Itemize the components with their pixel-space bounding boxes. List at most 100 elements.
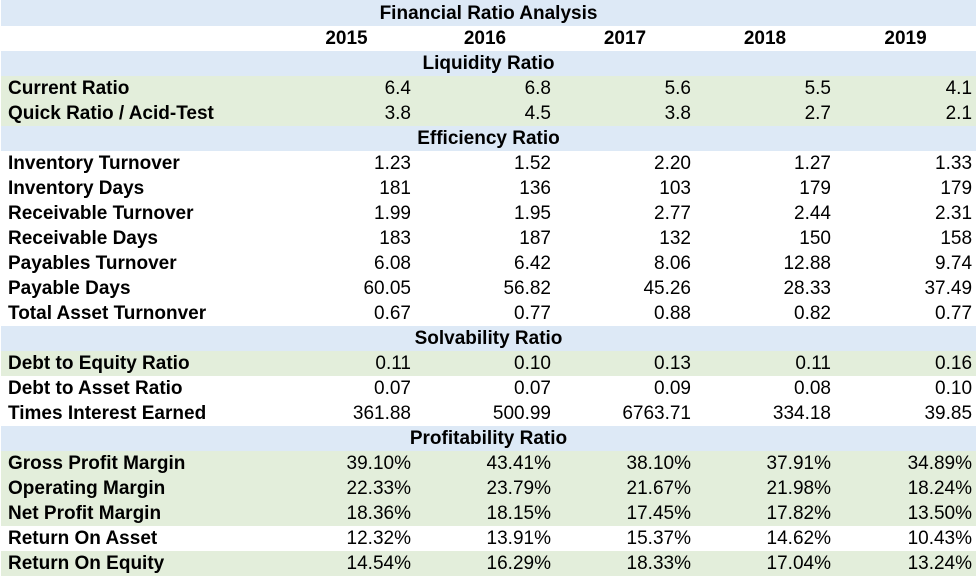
ratio-value-cell: 13.24% (835, 551, 977, 576)
ratio-value-cell: 2.31 (835, 201, 977, 226)
ratio-label: Receivable Days (1, 226, 278, 251)
ratio-row: Payable Days 60.05 56.82 45.26 28.33 37.49 (1, 276, 977, 301)
ratio-value-cell: 0.10 (415, 351, 555, 376)
ratio-value-cell: 9.74 (835, 251, 977, 276)
ratio-value-cell: 8.06 (555, 251, 695, 276)
ratio-value-cell: 10.43% (835, 526, 977, 551)
ratio-row: Net Profit Margin 18.36% 18.15% 17.45% 17.82… (1, 501, 977, 526)
ratio-value-cell: 17.82% (695, 501, 835, 526)
ratio-row: Receivable Turnover 1.99 1.95 2.77 2.44 2.31 (1, 201, 977, 226)
ratio-value-cell: 60.05 (278, 276, 415, 301)
ratio-value-cell: 181 (278, 176, 415, 201)
ratio-row: Return On Equity 14.54% 16.29% 18.33% 17.04%… (1, 551, 977, 576)
ratio-value-cell: 37.49 (835, 276, 977, 301)
ratio-value-cell: 179 (695, 176, 835, 201)
section-header-row: Profitability Ratio (1, 426, 977, 451)
ratio-label: Times Interest Earned (1, 401, 278, 426)
ratio-value-cell: 500.99 (415, 401, 555, 426)
ratio-value-cell: 14.54% (278, 551, 415, 576)
ratio-value-cell: 18.24% (835, 476, 977, 501)
ratio-value-cell: 12.32% (278, 526, 415, 551)
section-title: Profitability Ratio (1, 426, 977, 451)
ratio-value-cell: 17.45% (555, 501, 695, 526)
ratio-label: Quick Ratio / Acid-Test (1, 101, 278, 126)
ratio-value-cell: 22.33% (278, 476, 415, 501)
ratio-label: Return On Equity (1, 551, 278, 576)
ratio-row: Quick Ratio / Acid-Test 3.8 4.5 3.8 2.7 2.1 (1, 101, 977, 126)
year-header: 2019 (835, 26, 977, 51)
ratio-value-cell: 2.1 (835, 101, 977, 126)
ratio-value-cell: 0.16 (835, 351, 977, 376)
ratio-value-cell: 21.67% (555, 476, 695, 501)
ratio-row: Inventory Turnover 1.23 1.52 2.20 1.27 1.33 (1, 151, 977, 176)
year-header-row: 2015 2016 2017 2018 2019 (1, 26, 977, 51)
ratio-label: Operating Margin (1, 476, 278, 501)
ratio-value-cell: 2.44 (695, 201, 835, 226)
ratio-value-cell: 13.91% (415, 526, 555, 551)
ratio-value-cell: 0.10 (835, 376, 977, 401)
ratio-value-cell: 2.20 (555, 151, 695, 176)
ratio-label: Return On Asset (1, 526, 278, 551)
year-header: 2017 (555, 26, 695, 51)
ratio-row: Receivable Days 183 187 132 150 158 (1, 226, 977, 251)
year-header: 2015 (278, 26, 415, 51)
ratio-value-cell: 0.08 (695, 376, 835, 401)
ratio-value-cell: 183 (278, 226, 415, 251)
ratio-value-cell: 3.8 (555, 101, 695, 126)
ratio-value-cell: 17.04% (695, 551, 835, 576)
ratio-value-cell: 5.5 (695, 76, 835, 101)
ratio-value-cell: 6.4 (278, 76, 415, 101)
ratio-value-cell: 6.08 (278, 251, 415, 276)
ratio-row: Debt to Equity Ratio 0.11 0.10 0.13 0.11 0.16 (1, 351, 977, 376)
section-header-row: Solvability Ratio (1, 326, 977, 351)
ratio-value-cell: 4.1 (835, 76, 977, 101)
ratio-value-cell: 1.33 (835, 151, 977, 176)
ratio-label: Current Ratio (1, 76, 278, 101)
ratio-row: Payables Turnover 6.08 6.42 8.06 12.88 9.74 (1, 251, 977, 276)
ratio-value-cell: 18.36% (278, 501, 415, 526)
ratio-row: Operating Margin 22.33% 23.79% 21.67% 21.98%… (1, 476, 977, 501)
ratio-value-cell: 150 (695, 226, 835, 251)
ratio-value-cell: 334.18 (695, 401, 835, 426)
ratio-label: Debt to Asset Ratio (1, 376, 278, 401)
ratio-label: Debt to Equity Ratio (1, 351, 278, 376)
ratio-value-cell: 18.15% (415, 501, 555, 526)
ratio-value-cell: 18.33% (555, 551, 695, 576)
ratio-value-cell: 0.82 (695, 301, 835, 326)
ratio-value-cell: 187 (415, 226, 555, 251)
year-header-blank (1, 26, 278, 51)
ratio-value-cell: 28.33 (695, 276, 835, 301)
ratio-label: Receivable Turnover (1, 201, 278, 226)
ratio-value-cell: 45.26 (555, 276, 695, 301)
ratio-value-cell: 14.62% (695, 526, 835, 551)
ratio-value-cell: 0.11 (695, 351, 835, 376)
ratio-value-cell: 1.99 (278, 201, 415, 226)
ratio-value-cell: 4.5 (415, 101, 555, 126)
ratio-row: Inventory Days 181 136 103 179 179 (1, 176, 977, 201)
year-header: 2016 (415, 26, 555, 51)
ratio-value-cell: 1.95 (415, 201, 555, 226)
section-title: Solvability Ratio (1, 326, 977, 351)
ratio-row: Times Interest Earned 361.88 500.99 6763.71… (1, 401, 977, 426)
ratio-value-cell: 6763.71 (555, 401, 695, 426)
ratio-value-cell: 15.37% (555, 526, 695, 551)
ratio-value-cell: 136 (415, 176, 555, 201)
ratio-value-cell: 361.88 (278, 401, 415, 426)
ratio-value-cell: 37.91% (695, 451, 835, 476)
ratio-value-cell: 56.82 (415, 276, 555, 301)
year-header: 2018 (695, 26, 835, 51)
ratio-value-cell: 43.41% (415, 451, 555, 476)
ratio-value-cell: 103 (555, 176, 695, 201)
ratio-value-cell: 5.6 (555, 76, 695, 101)
ratio-value-cell: 12.88 (695, 251, 835, 276)
ratio-label: Net Profit Margin (1, 501, 278, 526)
table-title: Financial Ratio Analysis (1, 0, 977, 26)
section-header-row: Liquidity Ratio (1, 51, 977, 76)
ratio-value-cell: 0.13 (555, 351, 695, 376)
ratio-value-cell: 0.88 (555, 301, 695, 326)
ratio-row: Debt to Asset Ratio 0.07 0.07 0.09 0.08 0.10 (1, 376, 977, 401)
ratio-value-cell: 0.77 (415, 301, 555, 326)
ratio-value-cell: 3.8 (278, 101, 415, 126)
ratio-value-cell: 132 (555, 226, 695, 251)
